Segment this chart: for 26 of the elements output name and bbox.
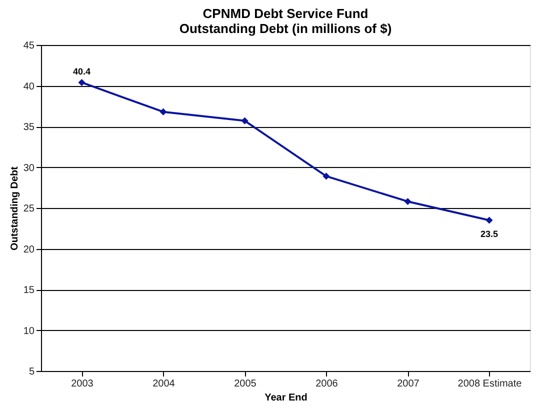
y-axis-title: Outstanding Debt <box>9 166 20 250</box>
y-tick-label: 20 <box>23 244 35 256</box>
x-tick-label: 2007 <box>397 378 420 390</box>
data-label: 23.5 <box>480 229 498 240</box>
x-axis-title: Year End <box>264 392 308 404</box>
x-tick-label: 2006 <box>316 378 338 390</box>
data-label: 40.4 <box>72 66 91 76</box>
y-tick-label: 25 <box>23 204 35 214</box>
point <box>78 78 86 86</box>
x-tick-label: 2004 <box>152 378 176 390</box>
point <box>486 216 493 224</box>
point <box>404 198 412 206</box>
y-tick-label: 5 <box>28 366 35 378</box>
y-tick-label: 45 <box>23 40 35 52</box>
x-tick-label: 2005 <box>234 378 257 390</box>
point <box>160 108 167 116</box>
y-tick-label: 40 <box>23 81 35 92</box>
y-tick-label: 35 <box>23 122 35 133</box>
y-tick-label: 15 <box>23 285 35 296</box>
x-tick-label: 2008 Estimate <box>458 378 522 390</box>
point <box>241 117 248 124</box>
chart-title: CPNMD Debt Service Fund Outstanding Debt (in millions of $) <box>179 6 392 36</box>
y-tick-label: 30 <box>23 162 35 174</box>
y-tick-label: 10 <box>23 326 35 337</box>
point <box>322 172 330 180</box>
x-tick-label: 2003 <box>71 378 94 390</box>
